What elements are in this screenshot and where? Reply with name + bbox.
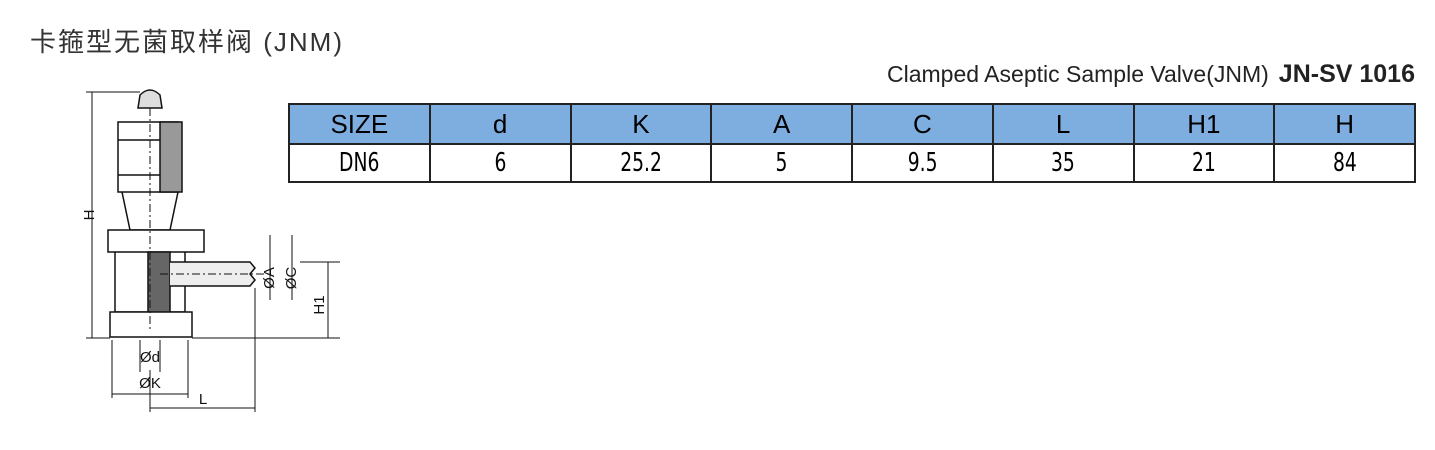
header-cell: L [991, 103, 1135, 145]
subtitle-line: Clamped Aseptic Sample Valve(JNM) JN-SV 1… [887, 60, 1415, 89]
cell: 84 [1273, 143, 1416, 183]
dimension-label: Ød [140, 349, 160, 366]
cell: 5 [710, 143, 853, 183]
cell-text: 9.5 [907, 148, 938, 178]
cell-text: 84 [1332, 148, 1357, 178]
dimension-label: ØA [261, 267, 278, 289]
dimension-label: L [199, 391, 207, 408]
dimension-label: ØK [139, 375, 161, 392]
header-cell: A [710, 103, 853, 145]
valve-body [107, 89, 270, 338]
cell-text: 21 [1191, 148, 1216, 178]
title: 卡箍型无菌取样阀 (JNM) [30, 27, 344, 57]
cell: 6 [428, 143, 572, 183]
header-cell: H [1273, 103, 1416, 145]
cell: 25.2 [569, 143, 713, 183]
data-row: DN6 6 25.2 5 9.5 35 21 84 [288, 143, 1416, 183]
dimension-label: H1 [311, 295, 328, 314]
cell-text: 25.2 [620, 148, 662, 178]
header-cell: K [569, 103, 713, 145]
cell: 21 [1132, 143, 1276, 183]
cell-text: 35 [1051, 148, 1076, 178]
technical-drawing: H ØA ØC H1 Ød ØK L [81, 89, 340, 412]
header-cell: d [428, 103, 572, 145]
subtitle: Clamped Aseptic Sample Valve(JNM) [887, 61, 1269, 87]
cell-text: 5 [775, 148, 788, 178]
spec-table: SIZE d K A C L H1 H DN6 6 25.2 5 9.5 35 … [288, 103, 1416, 183]
cell: DN6 [288, 143, 431, 183]
cell-text: 6 [494, 148, 507, 178]
dimension-label: ØC [283, 267, 300, 290]
cell-text: DN6 [339, 148, 380, 178]
header-row: SIZE d K A C L H1 H [288, 103, 1416, 145]
cell: 9.5 [851, 143, 994, 183]
cell: 35 [991, 143, 1135, 183]
header-cell: H1 [1132, 103, 1276, 145]
header-cell: SIZE [288, 103, 431, 145]
model-number: JN-SV 1016 [1278, 60, 1415, 88]
dimension-label: H [81, 210, 98, 221]
dimension-lines [86, 91, 340, 412]
header-cell: C [851, 103, 994, 145]
